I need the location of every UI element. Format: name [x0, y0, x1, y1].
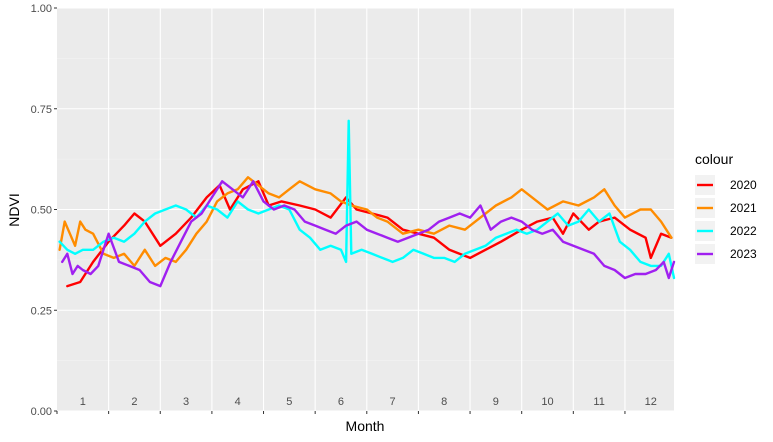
month-label: 1 [80, 396, 86, 408]
month-markers: 1 2 3 4 5 6 7 8 9 10 11 12 [56, 396, 657, 414]
month-label: 8 [441, 396, 447, 408]
month-label: 3 [183, 396, 189, 408]
legend: colour 2020 2021 2022 2023 [695, 151, 757, 264]
series-line-2022 [58, 119, 676, 280]
month-label: 9 [493, 396, 499, 408]
month-label: 10 [541, 396, 553, 408]
series-lines [58, 119, 676, 288]
month-label: 4 [235, 396, 241, 408]
y-tick-label: 0.75 [31, 104, 52, 116]
month-label: 7 [390, 396, 396, 408]
y-tick-label: 1.00 [31, 3, 52, 15]
month-label: 2 [131, 396, 137, 408]
series-line-2020 [66, 180, 673, 288]
series-line-2021 [58, 176, 673, 268]
series-line-2023 [61, 180, 676, 288]
y-axis: 0.00 0.25 0.50 0.75 1.00 [31, 3, 57, 418]
y-tick-label: 0.25 [31, 305, 52, 317]
month-label: 12 [645, 396, 657, 408]
x-axis-title: Month [346, 418, 385, 434]
y-tick-label: 0.50 [31, 205, 52, 217]
legend-label-2021: 2021 [730, 201, 757, 215]
legend-label-2023: 2023 [730, 247, 757, 261]
legend-label-2022: 2022 [730, 224, 757, 238]
month-label: 5 [286, 396, 292, 408]
month-label: 6 [338, 396, 344, 408]
month-label: 11 [593, 396, 604, 408]
y-axis-title: NDVI [6, 193, 22, 226]
legend-title: colour [695, 151, 733, 167]
legend-label-2020: 2020 [730, 178, 757, 192]
y-tick-label: 0.00 [31, 406, 52, 418]
